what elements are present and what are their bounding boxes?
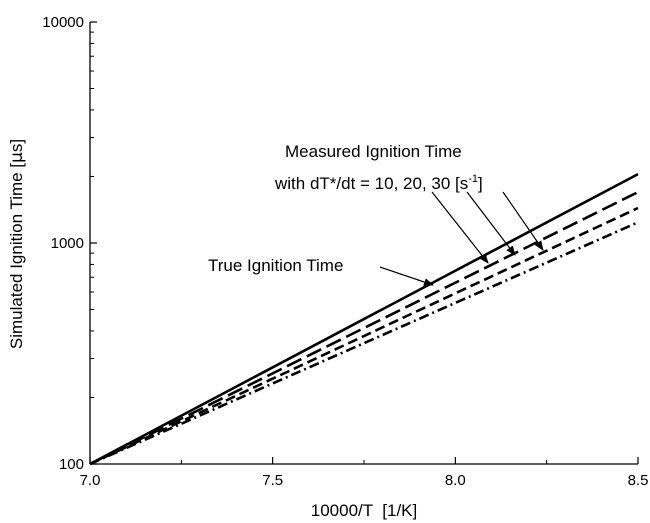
arrow-series-10 — [431, 191, 489, 264]
axes — [89, 22, 638, 465]
arrow-series-30 — [502, 191, 544, 251]
x-tick-label: 8.0 — [445, 472, 466, 489]
measured-label-line1: Measured Ignition Time — [285, 142, 462, 161]
true-ignition-label: True Ignition Time — [208, 256, 343, 275]
series-lines — [89, 172, 639, 466]
measured-label-line2-pre: with dT*/dt = 10, 20, 30 [s — [274, 174, 468, 193]
measured-label-line2: with dT*/dt = 10, 20, 30 [s-1] — [274, 173, 483, 193]
arrow-true-ignition — [379, 266, 434, 286]
series-line-solid — [89, 172, 639, 466]
y-axis-title-post: s] — [7, 139, 26, 152]
measured-label-line2-sup: -1 — [468, 173, 478, 185]
series-line-dash-dot — [89, 221, 639, 466]
y-tick-label: 100 — [59, 456, 84, 473]
x-tick-label: 7.0 — [80, 472, 101, 489]
x-tick-label: 8.5 — [628, 472, 649, 489]
y-axis-title: Simulated Ignition Time [μs] — [7, 139, 27, 349]
x-tick-label: 7.5 — [262, 472, 283, 489]
ticks: 7.0 7.5 8.0 8.5 100 1000 10000 — [42, 14, 648, 489]
x-axis-title: 10000/T [1/K] — [311, 501, 417, 520]
arrow-series-20 — [466, 191, 516, 256]
y-axis-title-pre: Simulated Ignition Time [ — [7, 163, 26, 349]
y-tick-label: 1000 — [51, 235, 84, 252]
series-line-long-dash — [89, 190, 639, 466]
y-tick-label: 10000 — [42, 14, 84, 31]
series-line-dash — [89, 206, 639, 466]
y-axis-title-mu: μ — [7, 152, 27, 163]
measured-label-line2-post: ] — [478, 174, 483, 193]
